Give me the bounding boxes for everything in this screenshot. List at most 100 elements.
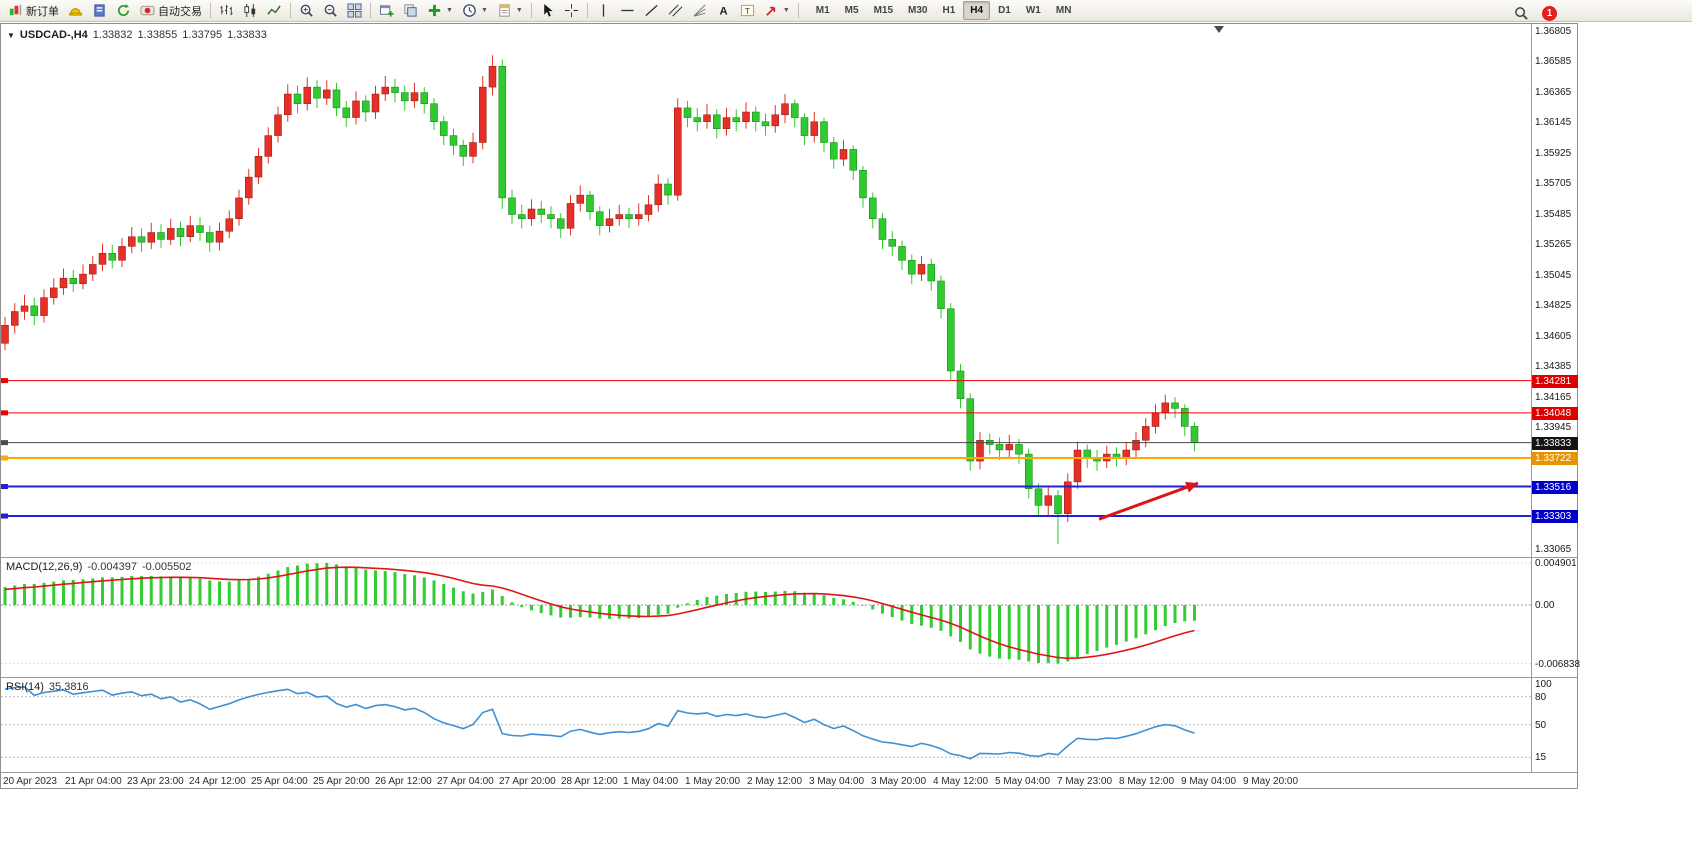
- price-axis-label: 1.36585: [1535, 56, 1572, 67]
- new-order-icon: [9, 4, 22, 16]
- time-axis-label: 25 Apr 20:00: [313, 776, 370, 787]
- refresh-button[interactable]: [112, 1, 135, 21]
- cursor-icon: [544, 3, 553, 17]
- time-axis-label: 24 Apr 12:00: [189, 776, 246, 787]
- toolbar-separator: [530, 3, 532, 18]
- time-axis-label: 26 Apr 12:00: [375, 776, 432, 787]
- timeframe-m15[interactable]: M15: [873, 5, 894, 16]
- text-a-icon: A: [719, 6, 727, 18]
- price-axis-label: 1.33065: [1535, 544, 1572, 555]
- crosshair-button[interactable]: [560, 1, 583, 21]
- time-axis-label: 9 May 04:00: [1181, 776, 1237, 787]
- price-axis-label: 1.34385: [1535, 361, 1572, 372]
- time-axis-label: 8 May 12:00: [1119, 776, 1175, 787]
- price-axis-label: 1.34165: [1535, 392, 1572, 403]
- search-button[interactable]: [1510, 3, 1533, 23]
- timeframe-group: M1 M5 M15 M30 H1 H4 D1 W1 MN: [809, 1, 1079, 20]
- trend-arrow[interactable]: [1098, 481, 1199, 521]
- chart-shift-marker-icon[interactable]: [1214, 26, 1224, 33]
- timeframe-h4[interactable]: H4: [963, 1, 991, 20]
- svg-text:A: A: [719, 6, 727, 18]
- price-axis-label: 1.33505: [1535, 483, 1572, 494]
- autotrading-button[interactable]: 自动交易: [136, 1, 206, 21]
- timeframe-h1[interactable]: H1: [942, 5, 956, 16]
- rsi-axis-label: 50: [1535, 720, 1547, 731]
- time-axis-label: 28 Apr 12:00: [561, 776, 618, 787]
- timeframe-d1[interactable]: D1: [998, 5, 1011, 16]
- expert-hat-button[interactable]: [64, 1, 87, 21]
- ohlc-low: 1.33795: [182, 29, 223, 41]
- zoom-out-button[interactable]: [319, 1, 342, 21]
- price-axis-border: [1531, 24, 1532, 772]
- bar-chart-button[interactable]: [215, 1, 238, 21]
- chart-symbol-period: USDCAD-,H4: [19, 29, 88, 41]
- chevron-down-icon: ▼: [446, 7, 453, 14]
- price-chart[interactable]: [1, 25, 1531, 556]
- search-icon: [1515, 6, 1528, 20]
- time-axis-label: 27 Apr 04:00: [437, 776, 494, 787]
- macd-axis-label: 0.004901: [1535, 558, 1577, 569]
- data-window-button[interactable]: [88, 1, 111, 21]
- vertical-line-button[interactable]: [592, 1, 615, 21]
- profiles-button[interactable]: [399, 1, 422, 21]
- hline-edge-marker: [1, 455, 8, 461]
- text-button[interactable]: A: [712, 1, 735, 21]
- indicators-plus-icon: [428, 4, 441, 17]
- arrows-tool-button[interactable]: ▼: [760, 1, 794, 21]
- panel-separator-macd[interactable]: [1, 557, 1577, 558]
- new-chart-button[interactable]: [375, 1, 398, 21]
- trendline-icon: [645, 4, 658, 17]
- rsi-panel[interactable]: [1, 678, 1531, 772]
- new-order-button[interactable]: 新订单: [4, 1, 63, 21]
- timeframe-w1[interactable]: W1: [1025, 5, 1041, 16]
- new-order-label: 新订单: [26, 5, 59, 18]
- hline-edge-marker: [1, 484, 8, 490]
- price-axis-label: 1.36805: [1535, 26, 1572, 37]
- price-axis-label: 1.35925: [1535, 148, 1572, 159]
- tile-windows-icon: [347, 3, 362, 18]
- horizontal-line-button[interactable]: [616, 1, 639, 21]
- timeframe-m5[interactable]: M5: [844, 5, 859, 16]
- line-chart-button[interactable]: [263, 1, 286, 21]
- chevron-down-icon: ▼: [782, 7, 790, 14]
- timeframe-m30[interactable]: M30: [908, 5, 928, 16]
- notification-badge[interactable]: 1: [1542, 5, 1557, 21]
- chart-menu-icon[interactable]: ▼: [7, 30, 15, 40]
- macd-panel[interactable]: [1, 558, 1531, 677]
- fibonacci-button[interactable]: [688, 1, 711, 21]
- timeframe-mn[interactable]: MN: [1055, 5, 1072, 16]
- price-axis-label: 1.33725: [1535, 453, 1572, 464]
- indicators-button[interactable]: ▼: [423, 1, 457, 21]
- refresh-icon: [117, 4, 130, 17]
- zoom-in-button[interactable]: [295, 1, 318, 21]
- time-axis-label: 25 Apr 04:00: [251, 776, 308, 787]
- price-tag-1.34048: 1.34048: [1532, 407, 1578, 420]
- profiles-icon: [404, 4, 417, 17]
- rsi-header: RSI(14) 35.3816: [6, 681, 89, 693]
- price-axis-label: 1.33945: [1535, 422, 1572, 433]
- timeframe-m1[interactable]: M1: [815, 5, 830, 16]
- toolbar-separator: [210, 3, 211, 18]
- cursor-button[interactable]: [536, 1, 559, 21]
- tile-windows-button[interactable]: [343, 1, 366, 21]
- new-chart-icon: [379, 5, 394, 17]
- channel-button[interactable]: [664, 1, 687, 21]
- chevron-down-icon: ▼: [480, 7, 488, 14]
- price-tag-1.34281: 1.34281: [1532, 375, 1578, 388]
- rsi-axis-label: 80: [1535, 692, 1547, 703]
- trendline-button[interactable]: [640, 1, 663, 21]
- periods-button[interactable]: ▼: [458, 1, 492, 21]
- chevron-down-icon: ▼: [515, 7, 523, 14]
- text-label-button[interactable]: T: [736, 1, 759, 21]
- time-axis-label: 7 May 23:00: [1057, 776, 1113, 787]
- notification-count: 1: [1546, 7, 1553, 19]
- price-tag-1.33516: 1.33516: [1532, 481, 1578, 494]
- candlestick-chart-button[interactable]: [239, 1, 262, 21]
- panel-separator-rsi[interactable]: [1, 677, 1577, 678]
- templates-button[interactable]: ▼: [493, 1, 527, 21]
- time-axis-label: 20 Apr 2023: [3, 776, 57, 787]
- clock-icon: [463, 4, 476, 17]
- price-axis-label: 1.36145: [1535, 117, 1572, 128]
- price-axis-label: 1.34605: [1535, 331, 1572, 342]
- time-axis-label: 27 Apr 20:00: [499, 776, 556, 787]
